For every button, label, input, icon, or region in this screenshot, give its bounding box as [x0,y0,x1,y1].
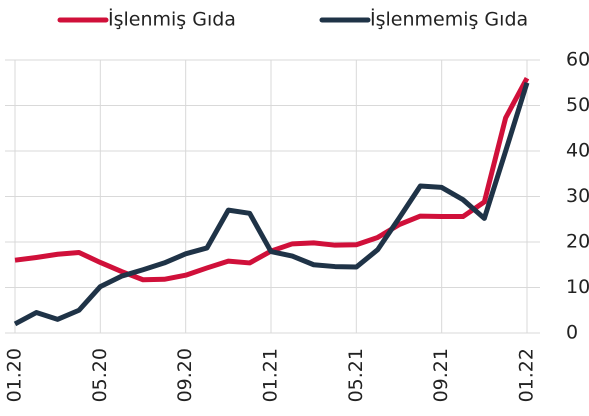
x-tick-label: 01.21 [260,348,282,402]
y-tick-label: 30 [566,185,589,207]
line [13,82,530,327]
y-tick-label: 0 [566,322,578,344]
x-tick-label: 09.20 [174,348,196,402]
y-tick-label: 10 [566,276,589,298]
x-tick-label: 01.20 [4,348,26,402]
legend-label: İşlenmemiş Gıda [370,8,528,31]
y-tick-label: 40 [566,140,589,162]
x-tick-label: 01.22 [516,348,538,402]
y-tick-label: 50 [566,94,589,116]
legend-label: İşlenmiş Gıda [108,8,236,31]
y-tick-label: 20 [566,231,589,253]
x-tick-label: 05.20 [89,348,111,402]
x-tick-label: 05.21 [345,348,367,402]
x-tick-label: 09.21 [430,348,452,402]
y-tick-label: 60 [566,49,589,71]
